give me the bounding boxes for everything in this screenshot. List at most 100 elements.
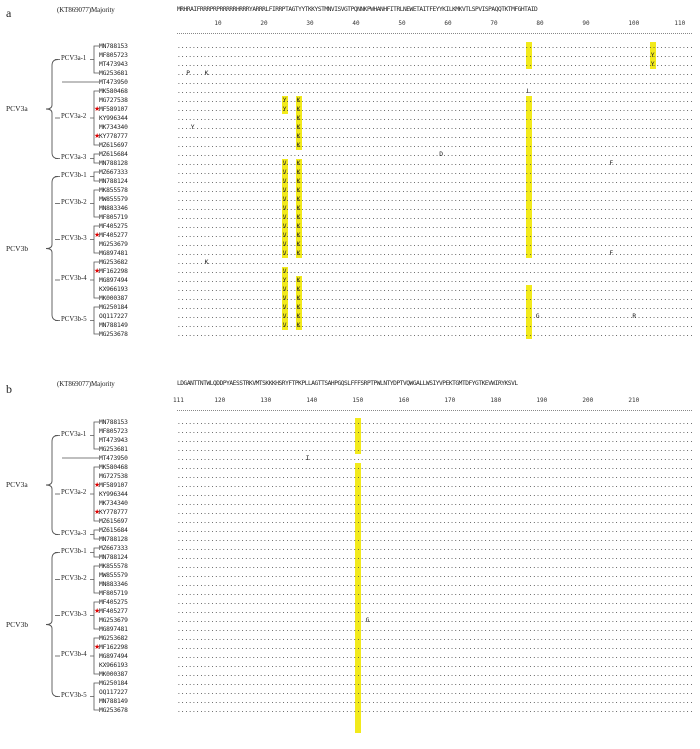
residue-substitution: K — [296, 304, 301, 311]
alignment-dots: ........................................… — [177, 572, 694, 579]
residue-substitution: K — [296, 97, 301, 104]
alignment-dots: ........................................… — [177, 473, 694, 480]
highlight-cell — [295, 114, 302, 123]
residue-substitution: K — [296, 223, 301, 230]
highlight-cell — [295, 213, 302, 222]
alignment-dots: ........................................… — [177, 169, 694, 176]
highlight-cell — [355, 598, 362, 607]
residue-substitution: K — [296, 286, 301, 293]
highlight-cell — [355, 562, 362, 571]
highlight-cell — [355, 589, 362, 598]
accession-label: MF805723 — [99, 428, 128, 435]
alignment-dots: ........................................… — [177, 509, 694, 516]
residue-substitution: G — [365, 617, 370, 624]
residue-substitution: K — [296, 142, 301, 149]
highlight-cell — [525, 204, 532, 213]
highlight-cell — [525, 285, 532, 294]
highlight-cell — [295, 321, 302, 330]
residue-substitution: F — [609, 160, 614, 167]
accession-label: MN788149 — [99, 698, 128, 705]
highlight-cell — [281, 276, 288, 285]
group-bracket — [90, 90, 99, 146]
highlight-cell — [281, 168, 288, 177]
ruler-tick-label: 200 — [582, 397, 594, 404]
ruler-tick-label: 90 — [582, 20, 590, 27]
highlight-cell — [295, 240, 302, 249]
highlight-cell — [525, 177, 532, 186]
residue-substitution: P — [186, 70, 190, 77]
residue-substitution: V — [282, 205, 287, 212]
highlight-cell — [355, 526, 362, 535]
highlight-cell — [355, 571, 362, 580]
highlight-cell — [355, 688, 362, 697]
ruler-tick-label: 20 — [260, 20, 268, 27]
ruler-tick-label: 70 — [490, 20, 498, 27]
accession-label: MF405275 — [99, 223, 128, 230]
accession-label: MK000387 — [99, 671, 128, 678]
panel-a: a (KT869077)Majority MRHRAIFRRRPRPRRRRRH… — [0, 0, 700, 370]
star-marker-icon: ★ — [94, 105, 101, 113]
alignment-dots: ........................................… — [177, 142, 694, 149]
alignment-dots: ........................................… — [177, 446, 694, 453]
accession-label: MN788149 — [99, 322, 128, 329]
highlight-cell — [355, 670, 362, 679]
residue-substitution: V — [282, 295, 287, 302]
highlight-cell — [525, 249, 532, 258]
alignment-dots: ........................................… — [177, 698, 694, 705]
highlight-cell — [355, 652, 362, 661]
alignment-dots: ........................................… — [177, 295, 694, 302]
highlight-cell — [281, 231, 288, 240]
accession-label: MF162298 — [99, 644, 128, 651]
star-marker-icon: ★ — [94, 508, 101, 516]
residue-substitution: K — [296, 232, 301, 239]
highlight-cell — [355, 544, 362, 553]
accession-label: MG897481 — [99, 626, 128, 633]
alignment-dots: ........................................… — [177, 322, 694, 329]
highlight-cell — [281, 159, 288, 168]
highlight-cell — [355, 490, 362, 499]
accession-label: MG253678 — [99, 707, 128, 714]
alignment-dots: ........................................… — [177, 455, 694, 462]
accession-label: OQ117227 — [99, 689, 128, 696]
residue-substitution: Y — [190, 124, 195, 131]
highlight-cell — [281, 285, 288, 294]
highlight-cell — [281, 96, 288, 105]
group-bracket — [90, 529, 99, 540]
residue-substitution: K — [296, 115, 301, 122]
highlight-cell — [355, 607, 362, 616]
highlight-cell — [295, 231, 302, 240]
alignment-dots: ........................................… — [177, 428, 694, 435]
accession-label: MZ615697 — [99, 518, 128, 525]
alignment-dots: ........................................… — [177, 617, 694, 624]
highlight-cell — [525, 231, 532, 240]
alignment-dots: ........................................… — [177, 554, 694, 561]
highlight-cell — [355, 427, 362, 436]
accession-label: MT473943 — [99, 437, 128, 444]
panel-b: b (KT869077)Majority LDGANTTNTWLQDDPYAES… — [0, 370, 700, 749]
accession-label: MT473950 — [99, 455, 128, 462]
residue-substitution: V — [282, 223, 287, 230]
highlight-cell — [355, 508, 362, 517]
highlight-cell — [525, 159, 532, 168]
alignment-dots: ........................................… — [177, 70, 694, 77]
accession-label: MN788153 — [99, 43, 128, 50]
highlight-cell — [355, 679, 362, 688]
group-bracket — [90, 601, 99, 630]
subgroup-label: PCV3b-3 — [61, 610, 87, 618]
highlight-cell — [281, 240, 288, 249]
residue-substitution: V — [282, 214, 287, 221]
residue-substitution: K — [296, 106, 301, 113]
highlight-cell — [525, 303, 532, 312]
accession-label: MG250184 — [99, 680, 128, 687]
highlight-cell — [525, 312, 532, 321]
group-bracket — [90, 682, 99, 711]
alignment-dots: ........................................… — [177, 304, 694, 311]
accession-label: MF589107 — [99, 106, 128, 113]
alignment-dots: ........................................… — [177, 491, 694, 498]
subgroup-label: PCV3b-5 — [61, 691, 87, 699]
highlight-cell — [525, 186, 532, 195]
subgroup-label: PCV3b-1 — [61, 171, 87, 179]
highlight-cell — [281, 312, 288, 321]
highlight-cell — [295, 195, 302, 204]
accession-label: MN788153 — [99, 419, 128, 426]
